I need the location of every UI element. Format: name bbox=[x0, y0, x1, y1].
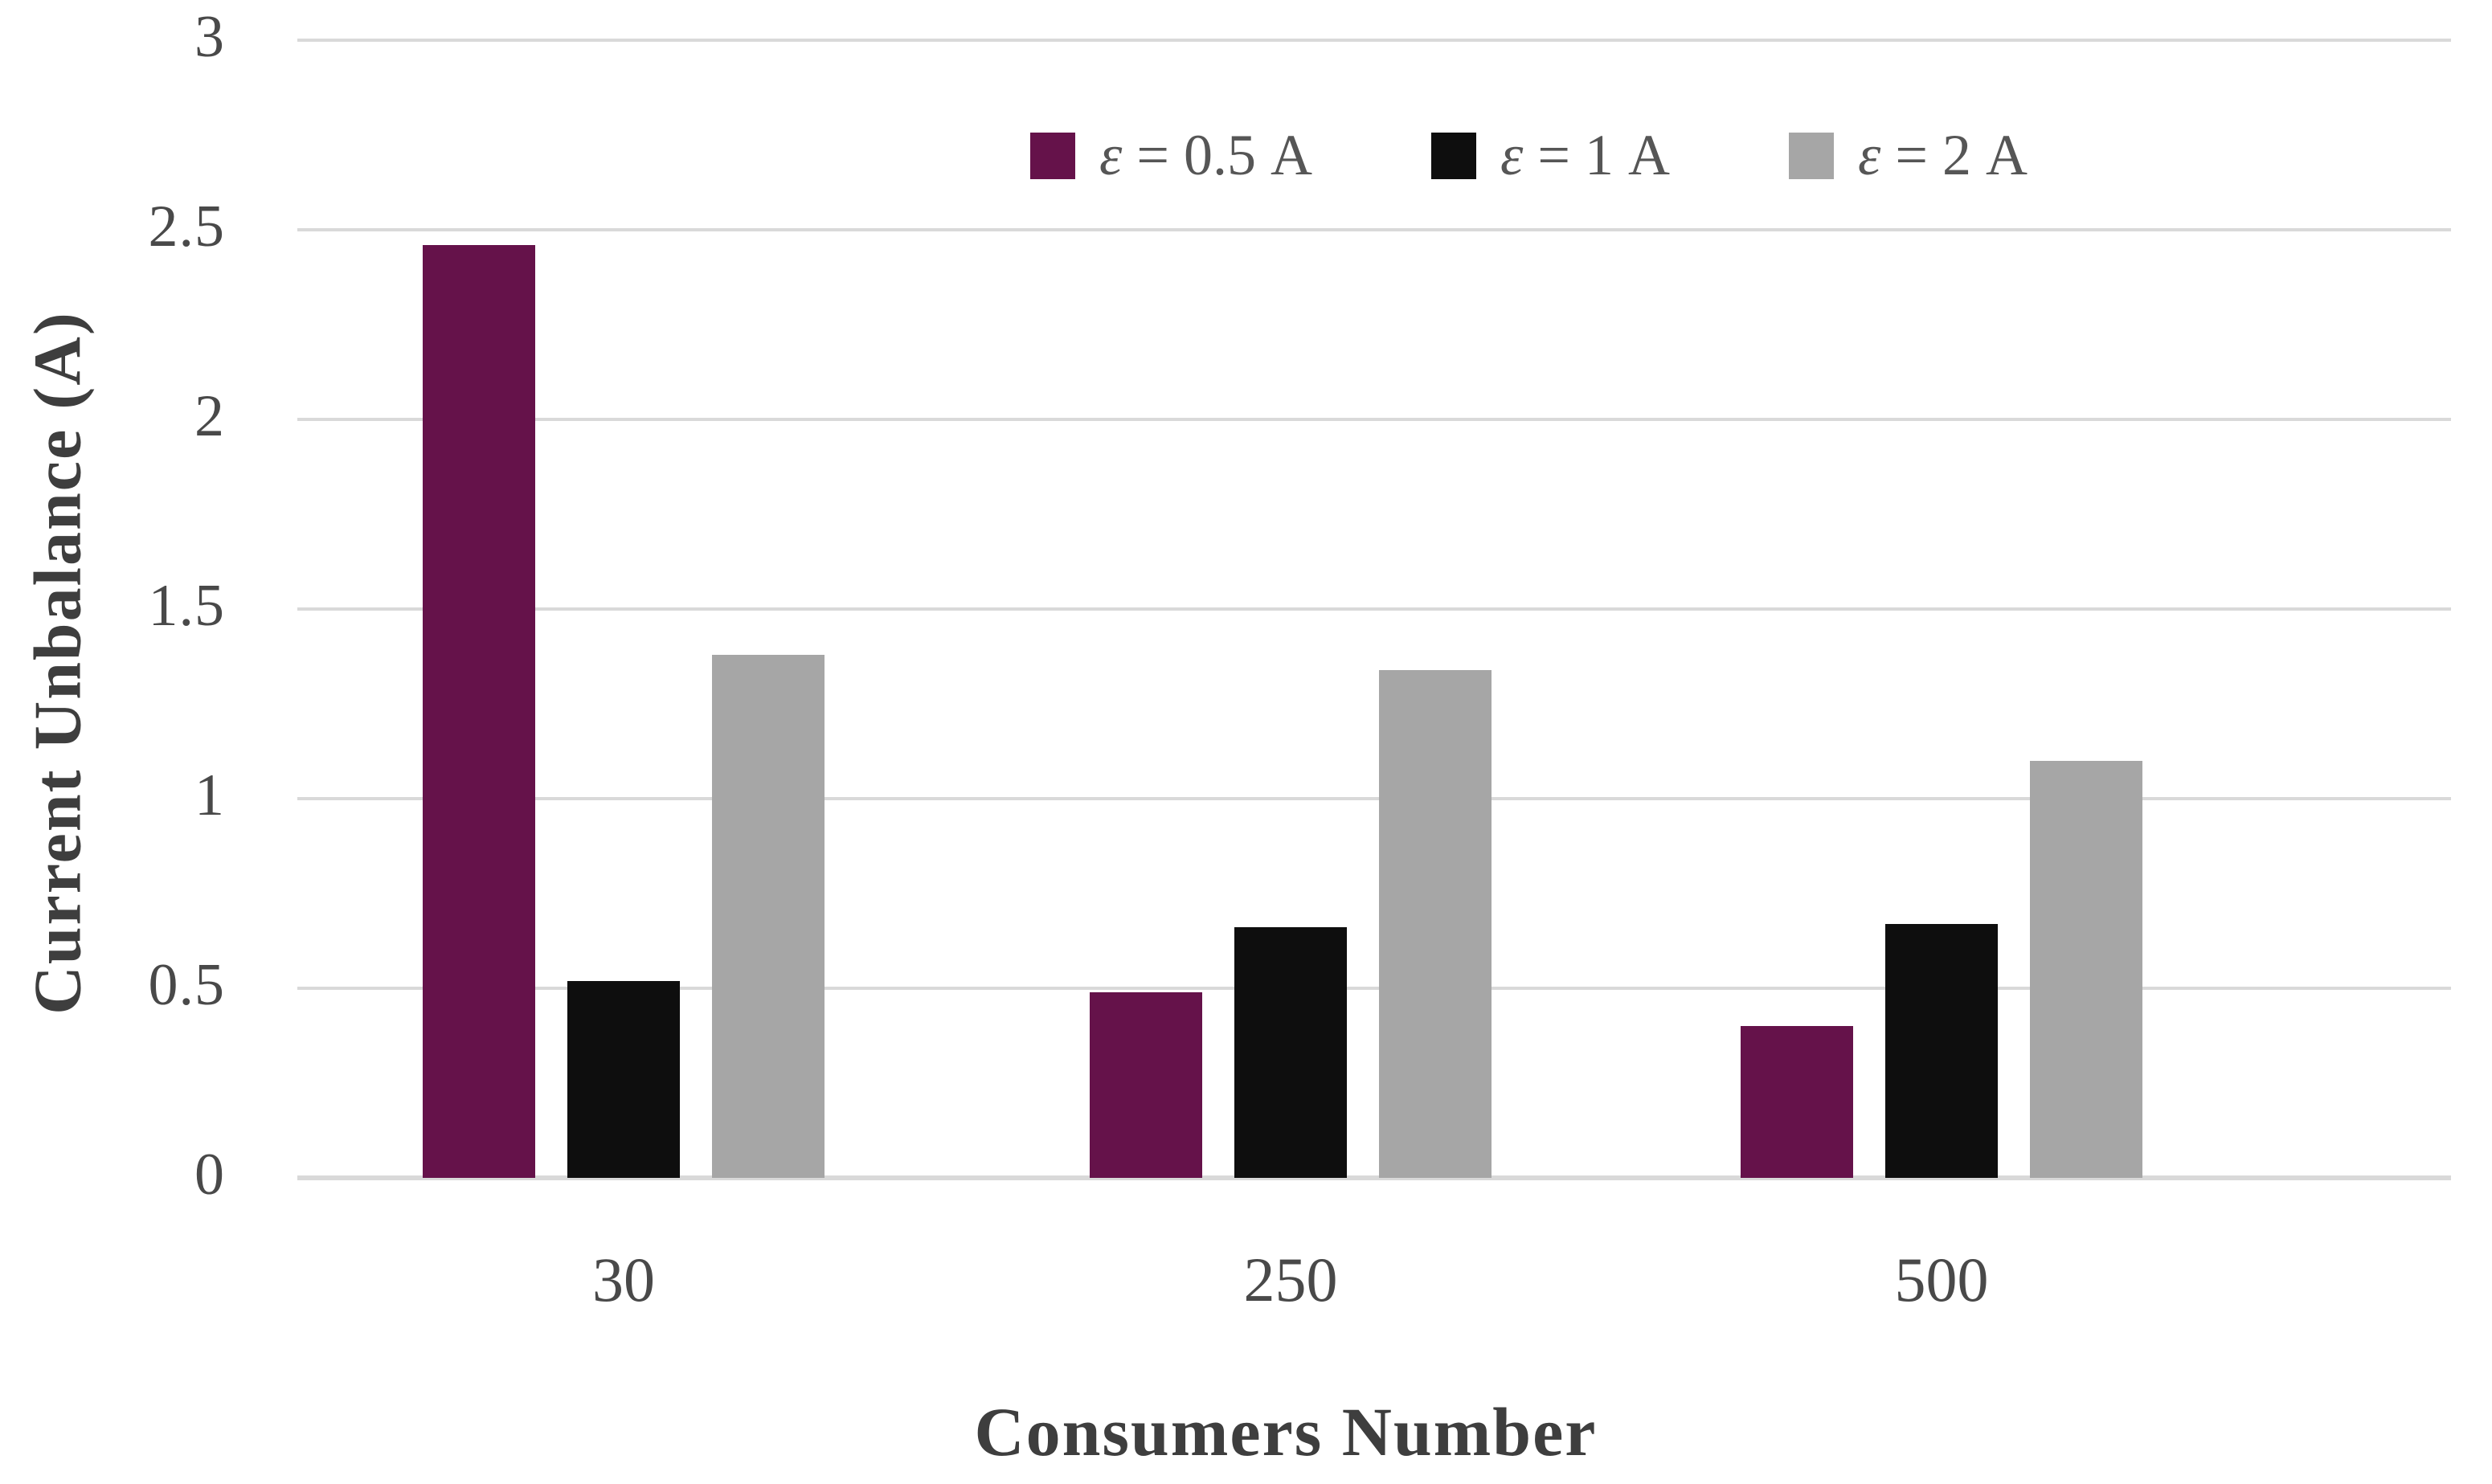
y-tick-label: 0 bbox=[194, 1142, 225, 1208]
legend-label: ε = 1 A bbox=[1500, 123, 1670, 187]
x-tick-label: 500 bbox=[1894, 1245, 1989, 1314]
epsilon-symbol: ε bbox=[1857, 123, 1881, 187]
legend-swatch-icon bbox=[1430, 132, 1476, 179]
bar bbox=[567, 980, 680, 1178]
y-tick-label: 2 bbox=[194, 383, 225, 450]
y-gridline bbox=[297, 1175, 2451, 1180]
legend-label: ε = 0.5 A bbox=[1099, 123, 1312, 187]
bar bbox=[1234, 927, 1347, 1178]
y-tick-label: 2.5 bbox=[148, 194, 225, 260]
y-gridline bbox=[297, 987, 2451, 990]
legend-item: ε = 0.5 A bbox=[1030, 122, 1312, 189]
x-axis-title: Consumers Number bbox=[974, 1393, 1598, 1470]
epsilon-symbol: ε bbox=[1099, 123, 1123, 187]
legend-swatch-icon bbox=[1788, 132, 1834, 179]
legend-item: ε = 1 A bbox=[1430, 122, 1670, 189]
y-gridline bbox=[297, 418, 2451, 421]
y-gridline bbox=[297, 607, 2451, 611]
bar bbox=[712, 654, 825, 1178]
legend: ε = 0.5 A ε = 1 A ε = 2 A bbox=[1030, 122, 2028, 189]
legend-label: ε = 2 A bbox=[1857, 123, 2028, 187]
y-tick-label: 1 bbox=[194, 762, 225, 829]
x-tick-label: 30 bbox=[592, 1245, 655, 1314]
epsilon-symbol: ε bbox=[1500, 123, 1524, 187]
y-gridline bbox=[297, 39, 2451, 42]
bar bbox=[1885, 923, 1998, 1178]
y-gridline bbox=[297, 797, 2451, 800]
y-tick-label: 3 bbox=[194, 4, 225, 71]
bar bbox=[1379, 669, 1492, 1178]
bar bbox=[1741, 1026, 1853, 1178]
bar bbox=[1090, 991, 1202, 1178]
y-tick-label: 0.5 bbox=[148, 952, 225, 1019]
y-gridline bbox=[297, 228, 2451, 231]
legend-swatch-icon bbox=[1030, 132, 1075, 179]
bar bbox=[423, 244, 535, 1178]
legend-item: ε = 2 A bbox=[1788, 122, 2028, 189]
y-tick-label: 1.5 bbox=[148, 573, 225, 640]
bar bbox=[2030, 760, 2142, 1178]
x-tick-label: 250 bbox=[1243, 1245, 1338, 1314]
